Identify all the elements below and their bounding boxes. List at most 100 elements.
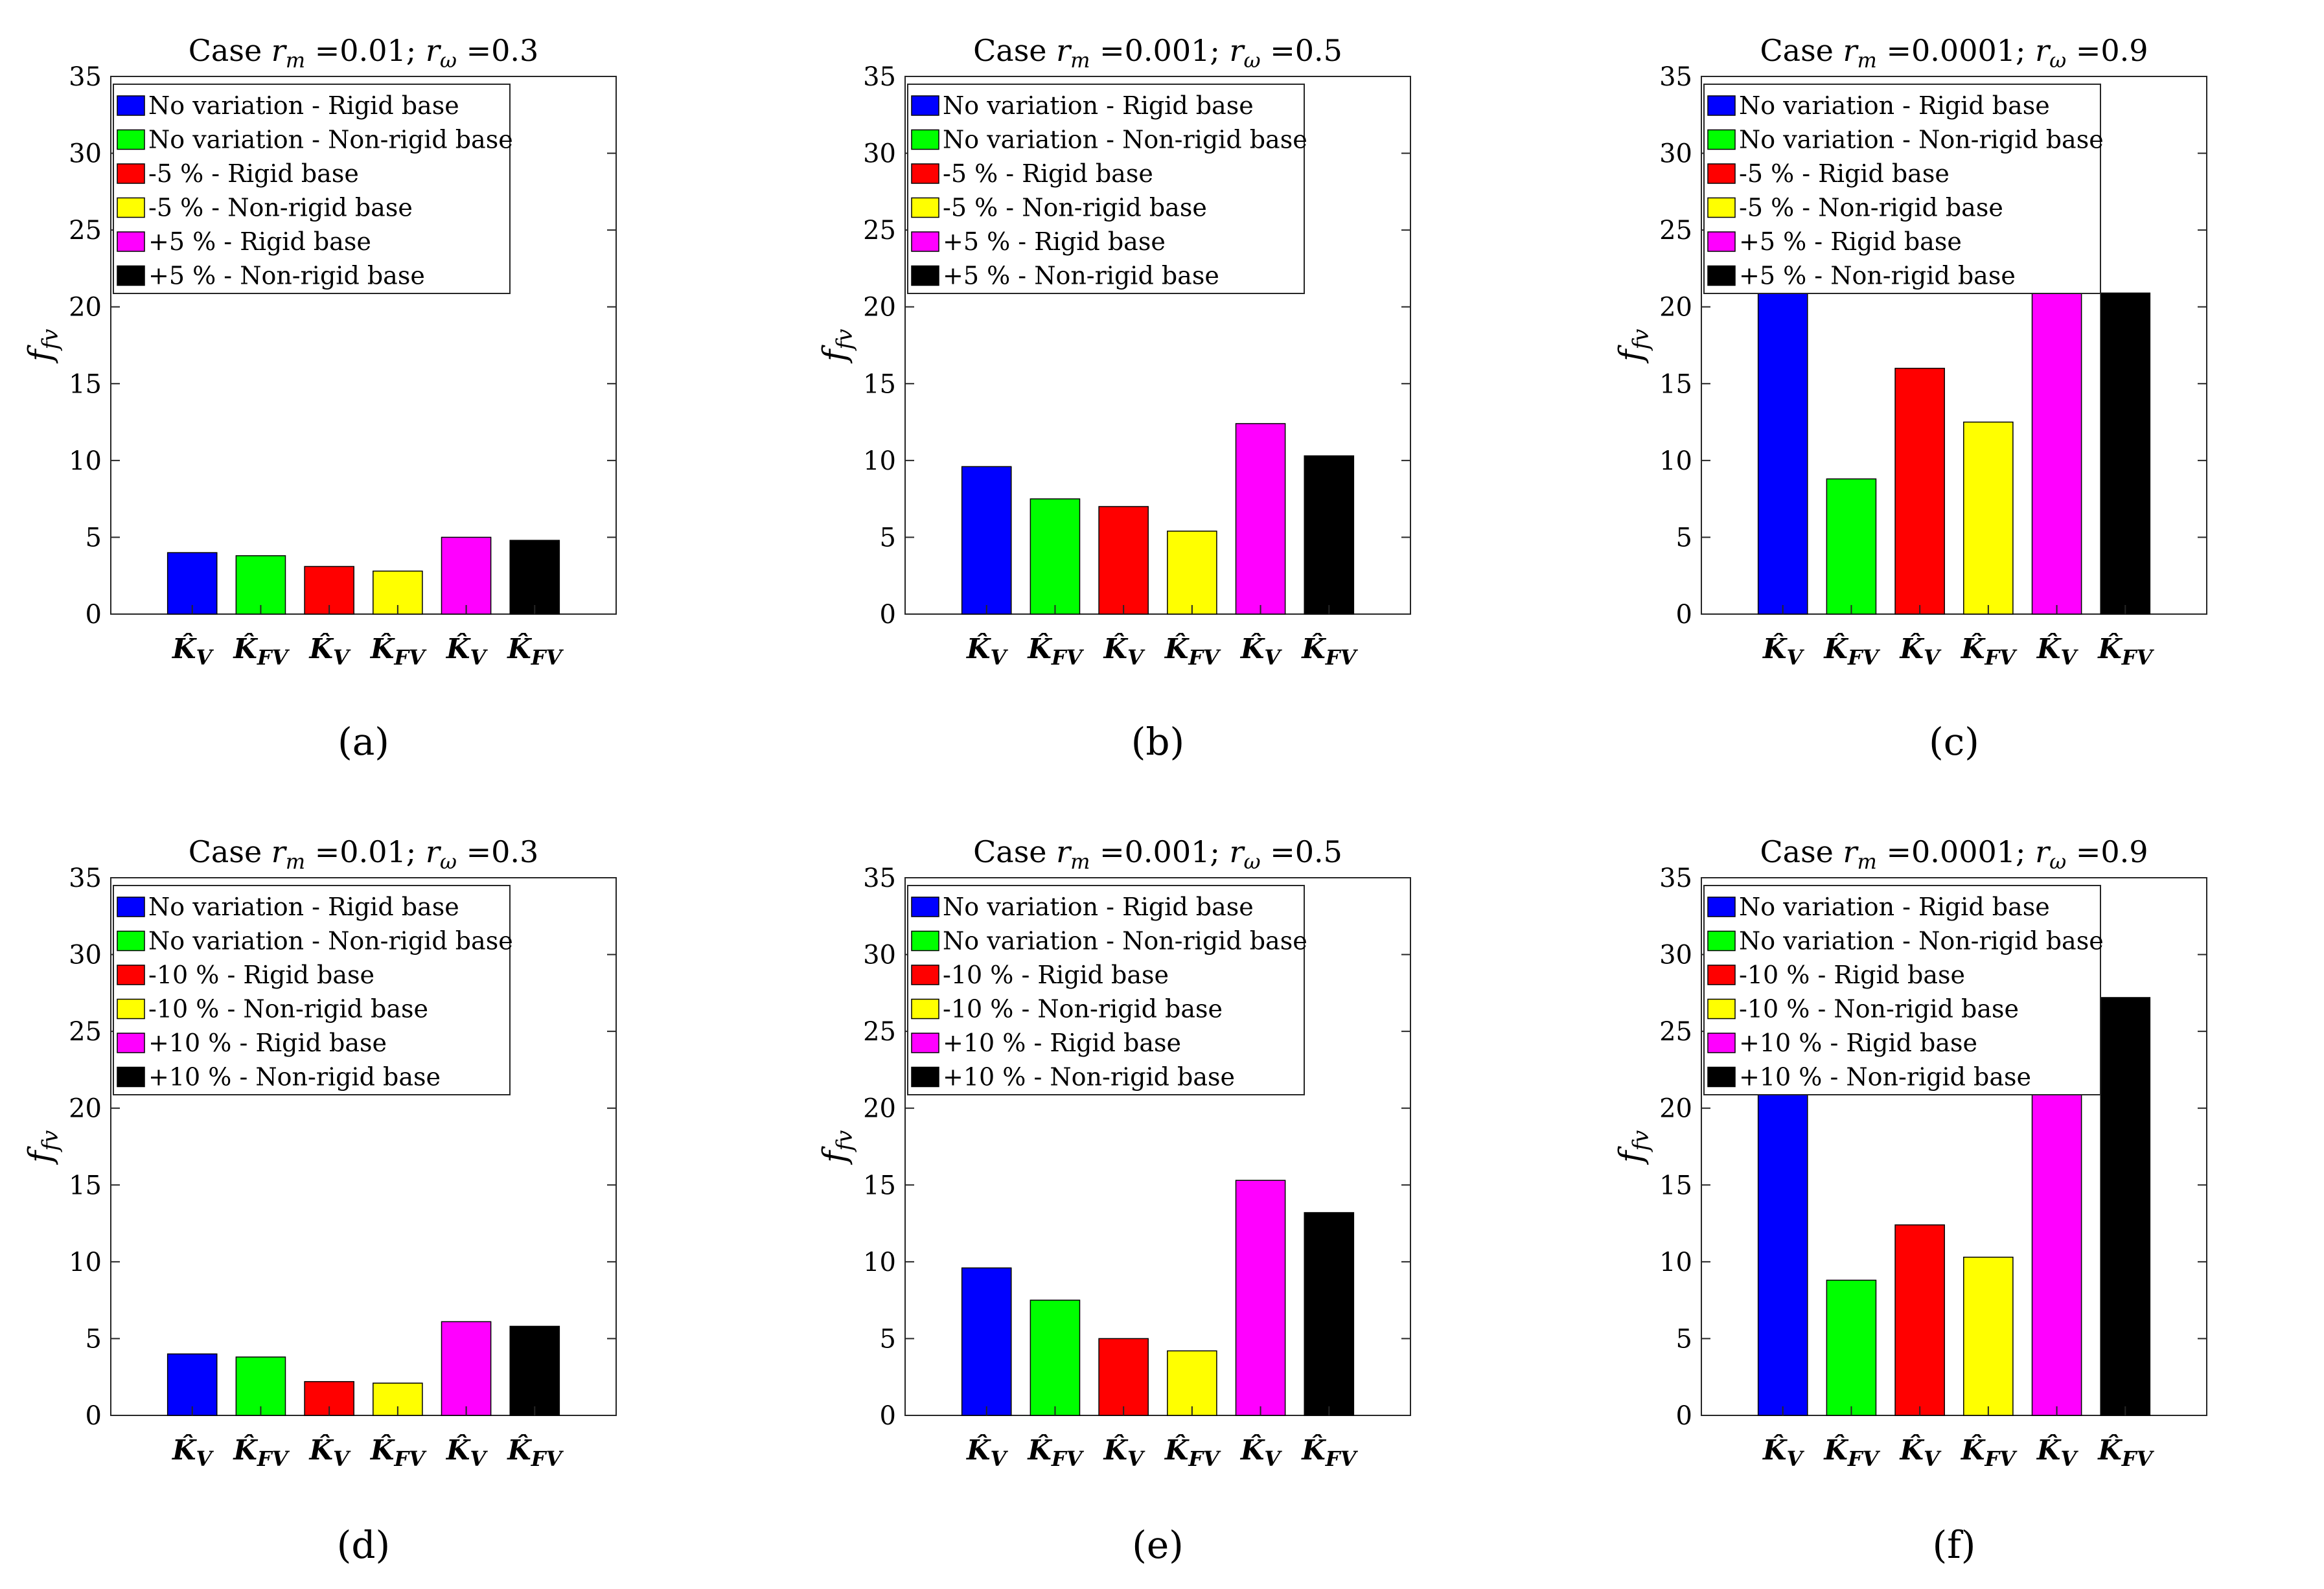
y-tick-label: 20: [69, 1094, 102, 1124]
bar: [1304, 1212, 1355, 1416]
legend-swatch: [1707, 95, 1736, 116]
axes-box: [110, 877, 617, 1416]
y-tick-label: 10: [1659, 446, 1692, 476]
x-tick-label: K̂V: [1103, 1433, 1145, 1471]
axes-box: [904, 76, 1411, 615]
x-tick-label: K̂FV: [1823, 1433, 1880, 1471]
panel-label: (b): [1131, 720, 1184, 764]
legend-swatch: [1707, 998, 1736, 1020]
legend-swatch: [911, 95, 939, 116]
bar: [1167, 531, 1217, 615]
x-tick-label: K̂V: [446, 1433, 489, 1471]
legend-swatch: [117, 95, 145, 116]
axes-box: [1701, 877, 2207, 1416]
legend-swatch: [117, 930, 145, 952]
panel-label: (a): [338, 720, 389, 764]
legend-swatch: [117, 1066, 145, 1088]
bar: [1963, 1256, 2014, 1416]
y-tick-label: 35: [863, 863, 896, 893]
y-tick-label: 15: [69, 1171, 102, 1200]
y-axis-label: ffv: [21, 1130, 63, 1165]
chart-panel: Case rm =0.01; rω =0.3 0 5 10 15 20 25 30 35 ffv K…: [21, 834, 617, 1567]
x-tick-label: K̂FV: [1961, 632, 2018, 670]
x-tick-label: K̂FV: [2097, 1433, 2154, 1471]
legend-entry: No variation - Rigid base: [1739, 91, 2050, 120]
bar: [1030, 1299, 1081, 1416]
legend-entry: -10 % - Rigid base: [943, 961, 1169, 989]
legend-swatch: [117, 197, 145, 218]
y-tick-label: 25: [863, 1017, 896, 1047]
panel-label: (f): [1933, 1523, 1976, 1567]
chart-title: Case rm =0.01; rω =0.3: [189, 33, 539, 73]
legend-entry: No variation - Non-rigid base: [1739, 126, 2104, 154]
x-tick-label: K̂FV: [370, 632, 427, 670]
axes-box: [110, 76, 617, 615]
y-tick-label: 25: [1659, 1017, 1692, 1047]
y-tick-label: 30: [1659, 941, 1692, 970]
panel-label: (d): [337, 1523, 390, 1567]
legend-swatch: [1707, 265, 1736, 286]
legend-entry: +10 % - Non-rigid base: [148, 1063, 441, 1092]
x-tick-label: K̂FV: [1027, 1433, 1084, 1471]
y-tick-label: 25: [69, 1017, 102, 1047]
legend-entry: No variation - Rigid base: [943, 91, 1254, 120]
bar: [1826, 1279, 1877, 1416]
x-tick-label: K̂V: [1240, 1433, 1283, 1471]
legend-entry: +5 % - Non-rigid base: [943, 262, 1219, 290]
y-tick-label: 35: [69, 863, 102, 893]
axes-box: [904, 877, 1411, 1416]
y-tick-label: 15: [863, 369, 896, 399]
y-tick-label: 20: [1659, 293, 1692, 323]
y-axis-label: ffv: [21, 329, 63, 364]
axes-box: [1701, 76, 2207, 615]
x-tick-label: K̂V: [1240, 632, 1283, 670]
bar: [1826, 478, 1877, 615]
legend-entry: No variation - Non-rigid base: [943, 126, 1307, 154]
x-tick-label: K̂V: [1762, 632, 1805, 670]
bar: [235, 555, 286, 615]
x-tick-label: K̂V: [308, 1433, 351, 1471]
bar: [1235, 423, 1286, 615]
bar: [235, 1356, 286, 1416]
chart-panel: Case rm =0.001; rω =0.5 0 5 10 15 20 25 30 35 ffv…: [816, 834, 1411, 1567]
bar: [167, 552, 218, 615]
legend-swatch: [911, 129, 939, 150]
y-tick-label: 35: [1659, 863, 1692, 893]
bar: [1894, 1224, 1945, 1416]
chart-panel: Case rm =0.0001; rω =0.9 0 5 10 15 20 25 30 35 ff…: [1612, 834, 2207, 1567]
y-tick-label: 0: [1676, 600, 1692, 630]
chart-title: Case rm =0.001; rω =0.5: [973, 33, 1342, 73]
bar: [509, 1325, 560, 1416]
legend-entry: +5 % - Non-rigid base: [148, 262, 425, 290]
legend-swatch: [1707, 897, 1736, 917]
y-tick-label: 30: [69, 139, 102, 169]
legend-swatch: [1707, 129, 1736, 150]
bar: [167, 1353, 218, 1416]
panel-label: (c): [1929, 720, 1979, 764]
x-tick-label: K̂V: [308, 632, 351, 670]
chart-panel: Case rm =0.001; rω =0.5 0 5 10 15 20 25 30 35 ffv…: [816, 33, 1411, 764]
chart-panel: Case rm =0.0001; rω =0.9 0 5 10 15 20 25 30 35 ff…: [1612, 33, 2207, 764]
y-tick-label: 35: [863, 62, 896, 92]
bar: [1098, 506, 1149, 615]
x-tick-label: K̂FV: [233, 632, 290, 670]
legend-entry: -10 % - Rigid base: [1739, 961, 1965, 989]
bar: [1235, 1180, 1286, 1416]
y-tick-label: 35: [69, 62, 102, 92]
legend-swatch: [911, 930, 939, 952]
legend-box: [113, 885, 511, 1095]
legend-swatch: [911, 163, 939, 184]
legend-entry: -5 % - Non-rigid base: [943, 194, 1207, 222]
legend-entry: +5 % - Non-rigid base: [1739, 262, 2016, 290]
x-tick-label: K̂FV: [1823, 632, 1880, 670]
bar: [1030, 498, 1081, 615]
y-tick-label: 15: [69, 369, 102, 399]
legend-swatch: [1707, 231, 1736, 252]
legend-swatch: [911, 231, 939, 252]
legend-swatch: [117, 998, 145, 1020]
x-tick-label: K̂V: [966, 632, 1009, 670]
bar: [373, 1382, 423, 1416]
bar: [2100, 292, 2151, 615]
legend-swatch: [117, 265, 145, 286]
